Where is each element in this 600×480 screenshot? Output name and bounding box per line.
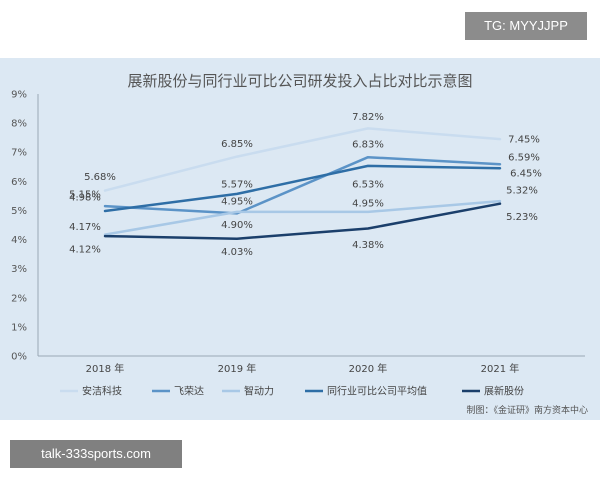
data-label: 5.57% (221, 179, 253, 190)
y-tick-label: 6% (11, 177, 27, 188)
axes: 0% 1% 2% 3% 4% 5% 6% 7% 8% 9% 2018 年 2019 年 2020 年 20… (11, 90, 585, 375)
data-label: 4.95% (352, 198, 384, 209)
line-chart: 展新股份与同行业可比公司研发投入占比对比示意图 0% 1% 2% 3% 4% 5% 6% 7%… (11, 72, 588, 416)
series-line (103, 127, 502, 192)
source-note: 制图：《金证研》南方资本中心 (466, 404, 588, 416)
legend-label: 安洁科技 (82, 385, 122, 398)
y-tick-label: 8% (11, 119, 27, 130)
series-lines (103, 127, 502, 240)
y-tick-label: 2% (11, 293, 27, 304)
y-tick-label: 0% (11, 352, 27, 363)
x-tick-label: 2020 年 (349, 362, 388, 375)
data-label: 5.68% (84, 172, 116, 183)
data-label: 5.15% (69, 190, 101, 201)
data-label: 4.38% (352, 240, 384, 251)
y-tick-label: 3% (11, 264, 27, 275)
watermark-top: TG: MYYJJPP (465, 12, 587, 40)
chart-panel: 展新股份与同行业可比公司研发投入占比对比示意图 0% 1% 2% 3% 4% 5% 6% 7%… (0, 58, 600, 420)
data-label: 4.03% (221, 247, 253, 258)
legend: 安洁科技 飞荣达 智动力 同行业可比公司平均值 展新股份 (60, 385, 524, 398)
data-label: 6.59% (508, 153, 540, 164)
x-tick-label: 2019 年 (218, 362, 257, 375)
x-tick-label: 2018 年 (86, 362, 125, 375)
data-label: 7.82% (352, 112, 384, 123)
data-labels: 5.68% 6.85% 7.82% 7.45% 5.15% 4.90% 6.83% 6.59%… (69, 112, 542, 258)
chart-title: 展新股份与同行业可比公司研发投入占比对比示意图 (127, 72, 472, 90)
legend-label: 飞荣达 (174, 386, 204, 398)
data-label: 4.12% (69, 245, 101, 256)
data-label: 6.53% (352, 179, 384, 190)
y-tick-label: 7% (11, 148, 27, 159)
data-label: 6.83% (352, 140, 384, 151)
y-tick-label: 1% (11, 322, 27, 333)
y-tick-label: 9% (11, 90, 27, 101)
data-label: 5.23% (506, 212, 538, 223)
data-label: 4.95% (221, 196, 253, 207)
data-label: 4.98% (69, 193, 101, 204)
legend-label: 智动力 (244, 385, 274, 398)
x-tick-label: 2021 年 (481, 362, 520, 375)
y-tick-label: 4% (11, 235, 27, 246)
series-line (103, 155, 502, 215)
watermark-bottom: talk-333sports.com (10, 440, 182, 468)
data-label: 4.17% (69, 222, 101, 233)
data-label: 6.85% (221, 139, 253, 150)
legend-label: 展新股份 (484, 385, 524, 398)
data-label: 6.45% (510, 169, 542, 180)
y-tick-label: 5% (11, 206, 27, 217)
data-label: 5.32% (506, 186, 538, 197)
series-line (103, 164, 502, 213)
data-label: 7.45% (508, 135, 540, 146)
series-line (103, 199, 502, 236)
series-line (103, 202, 502, 240)
legend-label: 同行业可比公司平均值 (327, 385, 427, 398)
data-label: 4.90% (221, 220, 253, 231)
